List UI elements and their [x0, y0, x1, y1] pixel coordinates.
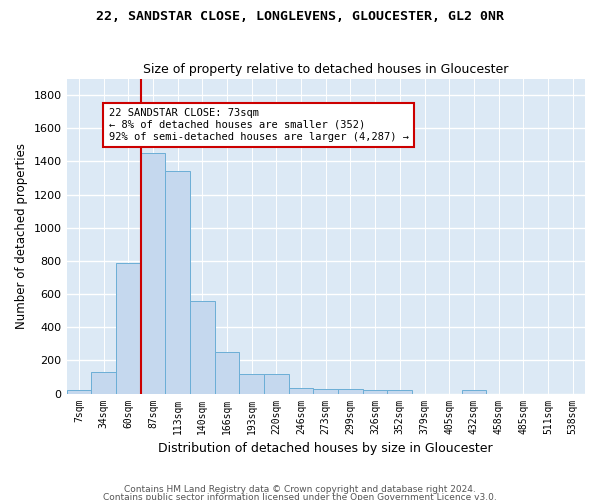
Bar: [264, 374, 289, 394]
Text: Contains HM Land Registry data © Crown copyright and database right 2024.: Contains HM Land Registry data © Crown c…: [124, 486, 476, 494]
Bar: [338, 390, 363, 394]
Bar: [140, 153, 165, 394]
Bar: [363, 390, 388, 394]
Text: 22 SANDSTAR CLOSE: 73sqm
← 8% of detached houses are smaller (352)
92% of semi-d: 22 SANDSTAR CLOSE: 73sqm ← 8% of detache…: [109, 108, 409, 142]
Title: Size of property relative to detached houses in Gloucester: Size of property relative to detached ho…: [143, 63, 508, 76]
Bar: [239, 374, 264, 394]
Bar: [388, 390, 412, 394]
Text: Contains public sector information licensed under the Open Government Licence v3: Contains public sector information licen…: [103, 492, 497, 500]
Bar: [116, 262, 140, 394]
Bar: [313, 388, 338, 394]
Y-axis label: Number of detached properties: Number of detached properties: [15, 143, 28, 329]
Bar: [91, 372, 116, 394]
Bar: [289, 388, 313, 394]
Bar: [215, 352, 239, 394]
Bar: [67, 390, 91, 394]
Text: 22, SANDSTAR CLOSE, LONGLEVENS, GLOUCESTER, GL2 0NR: 22, SANDSTAR CLOSE, LONGLEVENS, GLOUCEST…: [96, 10, 504, 23]
Bar: [165, 172, 190, 394]
Bar: [190, 300, 215, 394]
Bar: [461, 390, 486, 394]
X-axis label: Distribution of detached houses by size in Gloucester: Distribution of detached houses by size …: [158, 442, 493, 455]
